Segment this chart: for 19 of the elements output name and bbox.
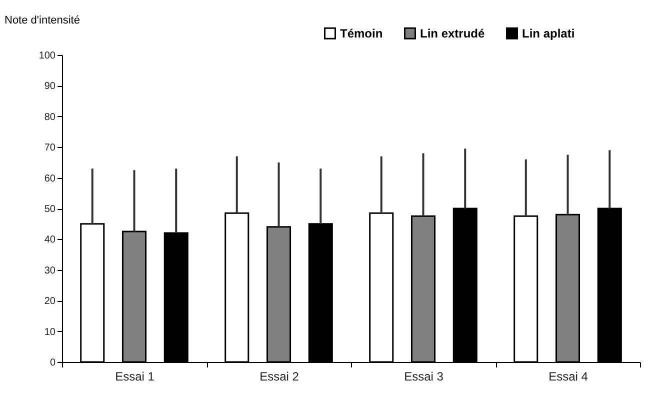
x-tick-label: Essai 4	[548, 370, 588, 384]
legend-label: Lin aplati	[522, 26, 575, 40]
y-tick-label: 80	[44, 112, 56, 123]
y-tick-label: 40	[44, 234, 56, 246]
y-tick-label: 10	[44, 326, 56, 338]
y-tick-label: 100	[38, 50, 56, 62]
y-tick-label: 70	[44, 142, 56, 154]
y-tick-label: 30	[44, 265, 56, 276]
legend-label: Témoin	[340, 26, 383, 40]
y-axis-title: Note d'intensité	[4, 14, 80, 26]
x-tick-label: Essai 3	[404, 370, 444, 384]
y-tick-label: 50	[44, 204, 56, 215]
x-tick-label: Essai 2	[260, 370, 300, 384]
x-tick-label: Essai 1	[115, 370, 155, 384]
legend-label: Lin extrudé	[420, 26, 485, 40]
y-tick-label: 60	[44, 173, 56, 184]
y-tick-label: 20	[44, 296, 56, 308]
y-tick-label: 0	[50, 358, 56, 368]
y-tick-label: 90	[44, 81, 56, 92]
